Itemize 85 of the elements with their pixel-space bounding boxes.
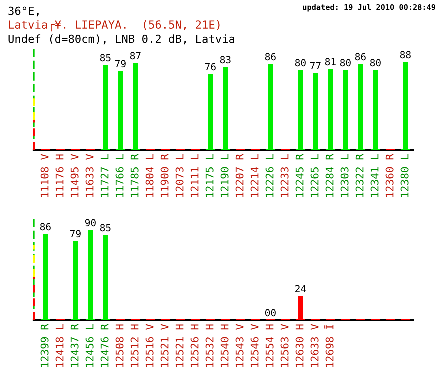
x-tick-label: 11785 R bbox=[130, 154, 139, 198]
data-label: 85 bbox=[100, 54, 111, 62]
bar bbox=[313, 73, 318, 150]
bar bbox=[343, 70, 348, 150]
x-tick-label: 12526 H bbox=[190, 324, 199, 368]
x-tick-label: 12233 L bbox=[280, 154, 289, 198]
x-tick-label: 12512 H bbox=[130, 324, 139, 368]
x-tick-label: 12456 L bbox=[86, 324, 94, 368]
bar bbox=[103, 235, 108, 320]
bar bbox=[223, 67, 228, 150]
bar bbox=[298, 70, 304, 150]
bar bbox=[328, 69, 334, 150]
bar bbox=[208, 74, 214, 150]
x-tick-label: 12437 R bbox=[70, 324, 79, 368]
x-tick-label: 12399 R bbox=[40, 324, 49, 368]
x-tick-label: 12540 H bbox=[220, 324, 229, 368]
x-tick-label: 12521 H bbox=[176, 324, 184, 368]
data-label: 80 bbox=[370, 59, 381, 67]
bar bbox=[103, 65, 108, 150]
data-label: 76 bbox=[206, 63, 216, 71]
x-tick-label: 12341 L bbox=[370, 154, 379, 198]
data-label: 86 bbox=[40, 223, 51, 231]
x-tick-label: 11633 V bbox=[86, 154, 94, 198]
x-tick-label: 12476 R bbox=[100, 324, 109, 368]
data-label: 79 bbox=[116, 60, 126, 68]
x-tick-label: 11900 R bbox=[160, 154, 169, 198]
x-tick-label: 12521 V bbox=[160, 324, 169, 368]
x-tick-label: 12418 L bbox=[56, 324, 64, 368]
data-label: 87 bbox=[130, 52, 141, 60]
x-tick-label: 12380 L bbox=[400, 154, 409, 198]
x-tick-label: 12226 L bbox=[266, 154, 274, 198]
bar bbox=[358, 64, 364, 150]
x-tick-label: 12633 V bbox=[310, 324, 319, 368]
x-tick-label: 12508 H bbox=[116, 324, 124, 368]
chart-subtitle: Latvia┌¥. LIEPAYA. (56.5N, 21E) bbox=[9, 20, 220, 32]
x-tick-label: 11804 L bbox=[146, 154, 154, 198]
bar bbox=[298, 296, 304, 320]
x-tick-label: 11108 V bbox=[40, 154, 49, 198]
x-tick-label: 12698 Ī bbox=[324, 325, 334, 368]
bar bbox=[373, 70, 378, 150]
x-tick-label: 11766 L bbox=[116, 154, 124, 198]
data-label: 79 bbox=[70, 230, 81, 238]
data-label: 00 bbox=[265, 309, 276, 317]
x-tick-label: 12284 R bbox=[326, 154, 334, 198]
bar bbox=[133, 63, 138, 150]
x-tick-label: 12111 L bbox=[190, 154, 199, 198]
x-tick-label: 12516 V bbox=[146, 324, 154, 368]
data-label: 86 bbox=[355, 53, 366, 61]
bar bbox=[403, 62, 408, 150]
x-tick-label: 12073 L bbox=[176, 154, 184, 198]
data-label: 85 bbox=[100, 224, 111, 232]
x-tick-label: 12175 L bbox=[206, 154, 214, 198]
x-tick-label: 12303 L bbox=[340, 154, 349, 198]
data-label: 83 bbox=[220, 56, 231, 64]
x-tick-label: 12265 L bbox=[310, 154, 319, 198]
x-tick-label: 11176 H bbox=[56, 154, 64, 198]
x-tick-label: 12322 R bbox=[356, 154, 364, 198]
data-label: 80 bbox=[295, 59, 306, 67]
x-tick-label: 12563 V bbox=[280, 324, 289, 368]
x-tick-label: 12207 R bbox=[236, 154, 244, 198]
chart-title: 36°E, bbox=[8, 6, 39, 17]
data-label: 88 bbox=[400, 51, 411, 59]
bar bbox=[73, 241, 78, 320]
x-tick-label: 11727 L bbox=[100, 154, 109, 198]
x-tick-label: 12532 H bbox=[206, 324, 214, 368]
bar bbox=[118, 71, 124, 150]
x-tick-label: 12554 H bbox=[266, 324, 274, 368]
data-label: 81 bbox=[325, 58, 336, 66]
x-tick-label: 12190 L bbox=[220, 154, 229, 198]
x-tick-label: 12546 V bbox=[250, 324, 259, 368]
bar bbox=[88, 230, 94, 320]
x-tick-label: 12630 H bbox=[296, 324, 304, 368]
data-label: 86 bbox=[265, 53, 276, 61]
data-label: 24 bbox=[296, 285, 306, 292]
x-tick-label: 11495 V bbox=[70, 154, 79, 198]
x-tick-label: 12360 R bbox=[386, 154, 394, 198]
x-tick-label: 12245 R bbox=[296, 154, 304, 198]
data-label: 90 bbox=[85, 219, 96, 227]
bar bbox=[268, 64, 274, 150]
x-tick-label: 12543 V bbox=[236, 324, 244, 368]
bar bbox=[43, 234, 48, 320]
x-tick-label: 12214 L bbox=[250, 154, 259, 198]
text: Undef (d=80cm), LNB 0.2 dB, Latvia bbox=[8, 34, 234, 45]
data-label: 77 bbox=[310, 62, 321, 70]
data-label: 80 bbox=[340, 59, 351, 67]
